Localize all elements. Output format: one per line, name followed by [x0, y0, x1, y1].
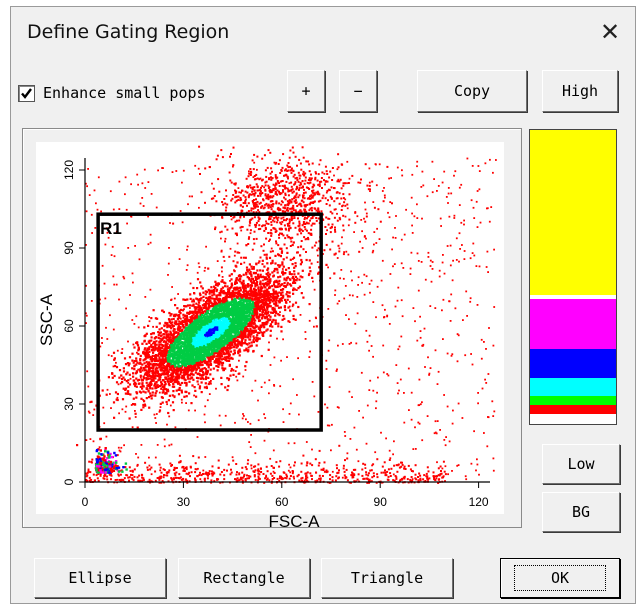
x-tick-label: 120 — [469, 495, 489, 509]
x-axis-label: FSC-A — [269, 512, 321, 531]
enhance-label: Enhance small pops — [43, 84, 206, 102]
colorbar-segment — [530, 299, 616, 349]
colorbar-segment — [530, 294, 616, 300]
enhance-small-pops-checkbox[interactable]: Enhance small pops — [18, 82, 206, 104]
colorbar-segment — [530, 396, 616, 405]
close-icon[interactable]: ✕ — [599, 18, 621, 46]
x-tick-label: 0 — [82, 495, 89, 509]
ellipse-button[interactable]: Ellipse — [34, 558, 166, 598]
high-button[interactable]: High — [542, 70, 618, 112]
y-tick-label: 30 — [62, 397, 76, 411]
y-tick-label: 0 — [62, 478, 76, 485]
zoom-out-button[interactable]: − — [339, 70, 377, 112]
colorbar-segment — [530, 130, 616, 295]
check-icon — [21, 87, 32, 99]
y-ticks: 0 30 60 90 120 — [62, 160, 85, 485]
y-tick-label: 120 — [62, 160, 76, 180]
y-tick-label: 60 — [62, 319, 76, 333]
top-strip — [0, 0, 636, 8]
y-axis-label: SSC-A — [37, 293, 56, 346]
zoom-in-button[interactable]: + — [287, 70, 325, 112]
low-button[interactable]: Low — [542, 444, 620, 484]
ok-button[interactable]: OK — [500, 558, 620, 598]
x-tick-label: 30 — [177, 495, 191, 509]
checkbox-box[interactable] — [18, 84, 35, 102]
colorbar-segment — [530, 378, 616, 397]
colorbar-segment — [530, 413, 616, 424]
bg-button[interactable]: BG — [542, 492, 620, 532]
gate-region-label: R1 — [100, 219, 122, 238]
ok-label: OK — [513, 565, 607, 591]
title-bar: Define Gating Region ✕ — [11, 7, 635, 57]
triangle-button[interactable]: Triangle — [321, 558, 453, 598]
colorbar-segment — [530, 404, 616, 414]
copy-button[interactable]: Copy — [417, 70, 527, 112]
rectangle-button[interactable]: Rectangle — [178, 558, 310, 598]
x-tick-label: 60 — [275, 495, 289, 509]
y-tick-label: 90 — [62, 241, 76, 255]
x-tick-label: 90 — [374, 495, 388, 509]
gate-region-r1[interactable] — [96, 212, 323, 432]
colorbar-segment — [530, 349, 616, 379]
dialog-title: Define Gating Region — [27, 21, 230, 43]
density-colorbar — [529, 129, 617, 425]
x-ticks: 0 30 60 90 120 — [82, 482, 489, 509]
